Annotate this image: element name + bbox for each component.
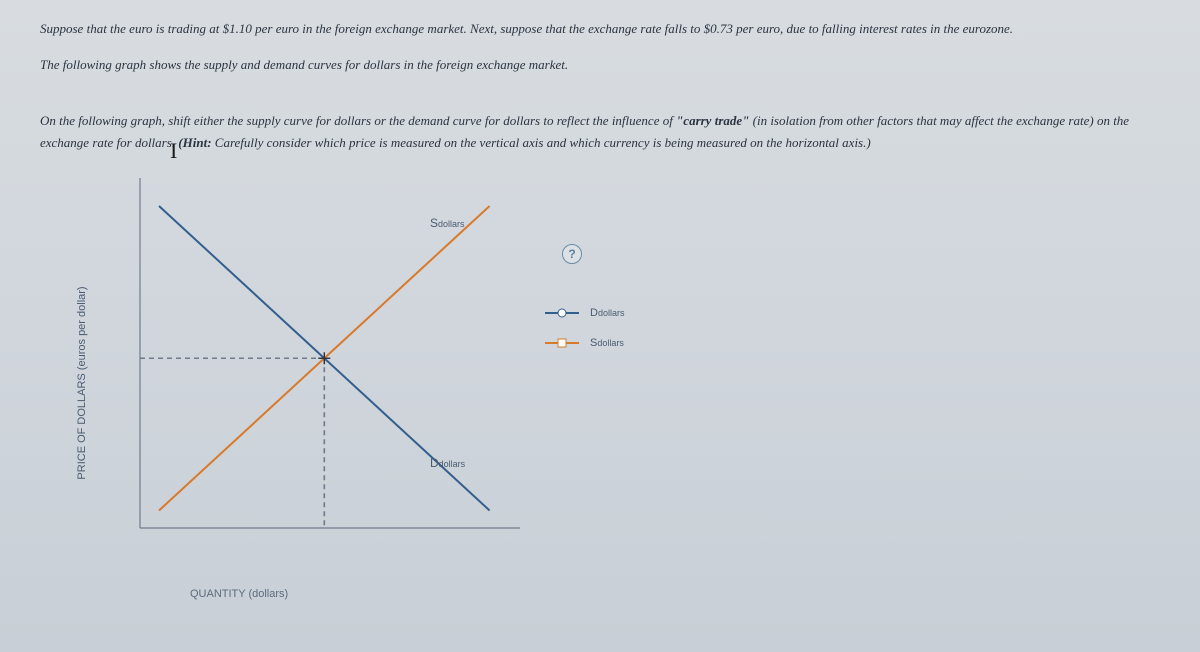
paragraph-2: The following graph shows the supply and… xyxy=(40,54,1160,76)
legend-demand-label: Ddollars xyxy=(590,307,624,319)
paragraph-1: Suppose that the euro is trading at $1.1… xyxy=(40,18,1160,40)
legend-demand-symbol xyxy=(540,312,584,314)
chart-container[interactable]: PRICE OF DOLLARS (euros per dollar) Sdol… xyxy=(90,168,570,598)
supply-label-main: S xyxy=(430,216,438,230)
p3-a: On the following graph, shift either the… xyxy=(40,113,676,128)
p3-bold: "carry trade" xyxy=(676,113,749,128)
legend-demand-sub: dollars xyxy=(598,308,625,318)
legend-supply[interactable]: Sdollars xyxy=(540,335,624,351)
paragraph-3: On the following graph, shift either the… xyxy=(40,110,1160,154)
demand-label-sub: dollars xyxy=(439,459,466,469)
x-axis-label: QUANTITY (dollars) xyxy=(190,588,288,600)
p1-price1: $1.10 xyxy=(223,21,252,36)
text-cursor-icon: I xyxy=(170,138,177,164)
legend-demand-main: D xyxy=(590,307,598,319)
y-axis-label: PRICE OF DOLLARS (euros per dollar) xyxy=(76,287,88,480)
p1-price2: $0.73 xyxy=(704,21,733,36)
legend-demand[interactable]: Ddollars xyxy=(540,305,624,321)
legend: Ddollars Sdollars xyxy=(540,305,624,365)
chart-svg xyxy=(130,168,530,548)
legend-supply-symbol xyxy=(540,342,584,344)
legend-supply-label: Sdollars xyxy=(590,337,624,349)
p1-b: per euro in the foreign exchange market.… xyxy=(252,21,704,36)
demand-curve-label: Ddollars xyxy=(430,456,465,470)
p3-hint: Carefully consider which price is measur… xyxy=(212,135,871,150)
supply-curve-label: Sdollars xyxy=(430,216,465,230)
plot-area[interactable]: Sdollars Ddollars xyxy=(130,168,530,548)
p1-a: Suppose that the euro is trading at xyxy=(40,21,223,36)
legend-supply-sub: dollars xyxy=(597,338,624,348)
p1-c: per euro, due to falling interest rates … xyxy=(733,21,1013,36)
demand-label-main: D xyxy=(430,456,439,470)
supply-label-sub: dollars xyxy=(438,219,465,229)
hint-label: (Hint: xyxy=(178,135,211,150)
